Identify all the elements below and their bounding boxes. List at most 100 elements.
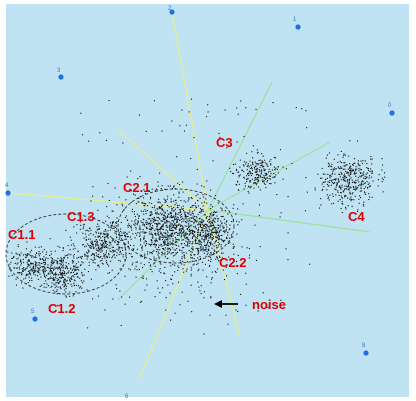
data-point	[90, 247, 92, 249]
data-point	[166, 234, 168, 236]
data-point	[344, 175, 346, 177]
data-point	[161, 209, 163, 211]
spoke-to-anchor-0	[207, 141, 331, 211]
data-point	[348, 181, 350, 183]
data-point	[103, 230, 105, 232]
data-point	[242, 164, 244, 166]
data-point	[154, 296, 156, 298]
data-point	[355, 175, 357, 177]
data-point	[220, 207, 222, 209]
data-point	[201, 222, 203, 224]
data-point	[148, 202, 150, 204]
data-point	[169, 292, 171, 294]
data-point	[205, 198, 207, 200]
data-point	[50, 266, 52, 268]
data-point	[143, 264, 145, 266]
data-point	[166, 204, 168, 206]
data-point	[116, 228, 118, 230]
data-point	[273, 166, 275, 168]
data-point	[150, 211, 152, 213]
data-point	[200, 246, 202, 248]
data-point	[359, 165, 361, 167]
data-point	[29, 270, 31, 272]
data-point	[266, 177, 268, 179]
data-point	[348, 182, 350, 184]
data-point	[140, 210, 142, 212]
data-point	[200, 209, 202, 211]
data-point	[192, 213, 194, 215]
data-point	[306, 127, 308, 129]
data-point	[157, 208, 159, 210]
data-point	[131, 211, 133, 213]
data-point	[82, 262, 84, 264]
data-point	[228, 237, 230, 239]
data-point	[252, 173, 254, 175]
data-point	[135, 276, 137, 278]
data-point	[253, 179, 255, 181]
data-point	[193, 258, 195, 260]
data-point	[256, 149, 258, 151]
data-point	[174, 244, 176, 246]
data-point	[274, 182, 276, 184]
data-point	[139, 196, 141, 198]
data-point	[59, 277, 61, 279]
data-point	[238, 189, 240, 191]
data-point	[63, 279, 65, 281]
data-point	[62, 273, 64, 275]
data-point	[186, 245, 188, 247]
data-point	[166, 220, 168, 222]
data-point	[107, 237, 109, 239]
data-point	[133, 245, 135, 247]
data-point	[47, 266, 49, 268]
data-point	[328, 185, 330, 187]
data-point	[120, 247, 122, 249]
data-point	[163, 221, 165, 223]
data-point	[73, 276, 75, 278]
data-point	[60, 268, 62, 270]
data-point	[122, 256, 124, 258]
data-point	[139, 228, 141, 230]
data-point	[229, 242, 231, 244]
data-point	[178, 196, 180, 198]
data-point	[264, 169, 266, 171]
data-point	[112, 249, 114, 251]
data-point	[186, 268, 188, 270]
data-point	[358, 202, 360, 204]
data-point	[62, 260, 64, 262]
data-point	[99, 256, 101, 258]
cluster-group-c2-ellipse	[117, 188, 235, 264]
data-point	[124, 249, 126, 251]
data-point	[59, 263, 61, 265]
data-point	[354, 195, 356, 197]
data-point	[97, 228, 99, 230]
data-point	[106, 206, 108, 208]
data-point	[202, 224, 204, 226]
data-point	[122, 205, 124, 207]
data-point	[171, 242, 173, 244]
data-point	[139, 114, 141, 116]
data-point	[215, 258, 217, 260]
data-point	[181, 208, 183, 210]
data-point	[113, 227, 115, 229]
data-point	[167, 244, 169, 246]
data-point	[82, 134, 84, 136]
data-point	[185, 234, 187, 236]
data-point	[62, 259, 64, 261]
data-point	[166, 224, 168, 226]
data-point	[250, 186, 252, 188]
data-point	[217, 227, 219, 229]
data-point	[16, 253, 18, 255]
data-point	[124, 244, 126, 246]
data-point	[87, 256, 89, 258]
data-point	[209, 256, 211, 258]
data-point	[115, 225, 117, 227]
data-point	[167, 250, 169, 252]
data-point	[256, 168, 258, 170]
data-point	[182, 227, 184, 229]
data-point	[102, 242, 104, 244]
data-point	[68, 270, 70, 272]
data-point	[41, 284, 43, 286]
data-point	[154, 244, 156, 246]
data-point	[341, 201, 343, 203]
data-point	[71, 276, 73, 278]
